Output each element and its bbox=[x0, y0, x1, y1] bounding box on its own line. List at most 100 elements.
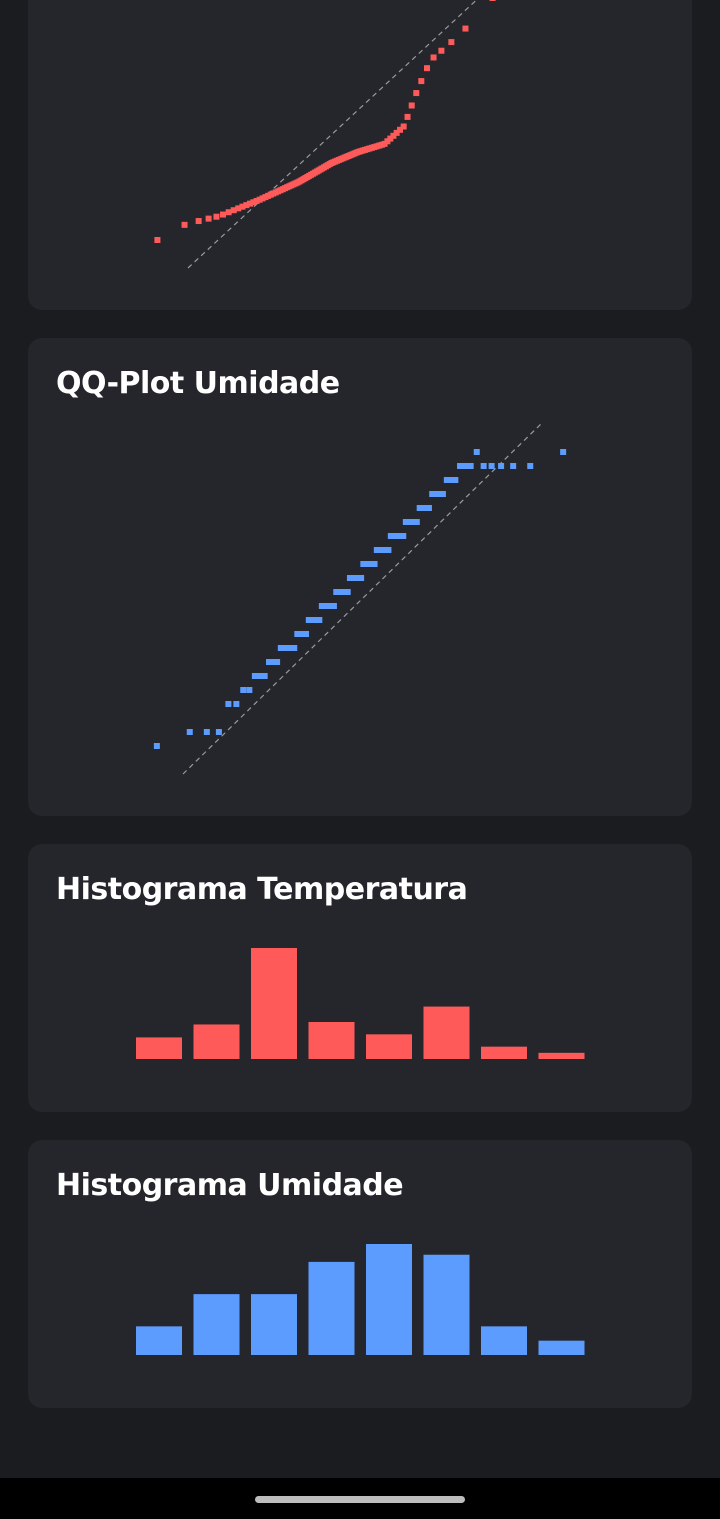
qq-point bbox=[462, 25, 469, 32]
home-indicator-handle[interactable] bbox=[255, 1496, 465, 1503]
histogram-bar bbox=[366, 1034, 412, 1059]
qq-point bbox=[203, 729, 210, 735]
qq-point bbox=[181, 221, 188, 228]
histogram-bar bbox=[423, 1254, 470, 1355]
qq-point bbox=[233, 701, 240, 707]
qq-point bbox=[330, 603, 337, 609]
qq-point bbox=[246, 687, 253, 693]
qq-point bbox=[195, 218, 202, 225]
qq-point bbox=[397, 126, 404, 133]
system-navigation-bar bbox=[0, 1478, 720, 1519]
qq-point bbox=[425, 505, 432, 511]
qq-point bbox=[215, 729, 222, 735]
qq-point bbox=[303, 631, 310, 637]
qq-point bbox=[240, 687, 247, 693]
qq-point bbox=[510, 463, 517, 469]
qq-plot-temperatura-chart bbox=[154, 0, 496, 269]
histogram-bar bbox=[251, 1294, 297, 1355]
qq-point bbox=[250, 199, 257, 206]
histograma-temperatura-chart bbox=[136, 948, 585, 1059]
qq-point bbox=[489, 0, 496, 1]
qq-point bbox=[452, 477, 459, 483]
qq-point bbox=[154, 237, 161, 243]
qq-point bbox=[251, 673, 258, 679]
qq-point bbox=[261, 673, 268, 679]
histograma-umidade-chart bbox=[136, 1244, 585, 1355]
card-title: QQ-Plot Umidade bbox=[56, 366, 340, 401]
histogram-bar bbox=[538, 1052, 585, 1059]
qq-point bbox=[443, 477, 450, 483]
histogram-bar bbox=[481, 1326, 527, 1355]
qq-point bbox=[270, 659, 277, 665]
reference-line bbox=[182, 421, 544, 775]
qq-point bbox=[153, 743, 160, 749]
qq-point bbox=[256, 673, 263, 679]
qq-point bbox=[430, 54, 437, 61]
qq-point bbox=[281, 645, 288, 651]
qq-point bbox=[344, 589, 351, 595]
qq-point bbox=[186, 729, 193, 735]
histogram-bar bbox=[136, 1037, 182, 1059]
qq-point bbox=[413, 90, 420, 97]
qq-point bbox=[393, 129, 400, 136]
qq-point bbox=[448, 39, 455, 46]
qq-point bbox=[473, 449, 480, 455]
qq-point bbox=[447, 477, 454, 483]
histogram-bar bbox=[193, 1024, 240, 1059]
qq-point bbox=[274, 659, 281, 665]
qq-point bbox=[404, 113, 411, 120]
qq-point bbox=[213, 213, 220, 220]
qq-point bbox=[219, 211, 226, 218]
qq-point bbox=[246, 200, 253, 207]
card-title: Histograma Temperatura bbox=[56, 872, 468, 907]
qq-point bbox=[422, 505, 429, 511]
qq-point bbox=[429, 491, 436, 497]
qq-point bbox=[432, 491, 439, 497]
qq-point bbox=[291, 645, 298, 651]
qq-point bbox=[413, 519, 420, 525]
histogram-bar bbox=[538, 1340, 585, 1355]
qq-point bbox=[439, 491, 446, 497]
qq-point bbox=[316, 617, 323, 623]
qq-point bbox=[371, 561, 378, 567]
qq-point bbox=[419, 505, 426, 511]
qq-point bbox=[400, 123, 407, 130]
reference-line bbox=[187, 0, 478, 269]
qq-point bbox=[266, 659, 273, 665]
qq-point bbox=[390, 132, 397, 139]
qq-point bbox=[424, 65, 431, 72]
qq-point bbox=[358, 575, 365, 581]
qq-point bbox=[225, 701, 232, 707]
qq-point bbox=[498, 463, 505, 469]
histogram-bar bbox=[308, 1261, 355, 1355]
qq-point bbox=[400, 533, 407, 539]
qq-point bbox=[436, 491, 443, 497]
qq-point bbox=[385, 547, 392, 553]
qq-point bbox=[457, 463, 464, 469]
qq-point bbox=[253, 197, 260, 204]
histogram-bar bbox=[366, 1244, 412, 1355]
qq-point bbox=[284, 645, 291, 651]
histogram-bar bbox=[193, 1294, 240, 1355]
qq-point bbox=[230, 207, 237, 214]
qq-point bbox=[467, 463, 474, 469]
qq-point bbox=[288, 645, 295, 651]
histograma-umidade-card: Histograma Umidade bbox=[28, 1140, 692, 1408]
qq-point bbox=[243, 202, 250, 209]
qq-point bbox=[438, 47, 445, 54]
qq-point bbox=[239, 203, 246, 210]
qq-point bbox=[560, 449, 567, 455]
qq-point bbox=[225, 209, 232, 216]
qq-point bbox=[488, 463, 495, 469]
histograma-temperatura-card: Histograma Temperatura bbox=[28, 844, 692, 1112]
histogram-bar bbox=[481, 1046, 527, 1059]
histogram-bar bbox=[251, 948, 297, 1059]
histogram-bar bbox=[308, 1022, 355, 1059]
qq-point bbox=[527, 463, 534, 469]
qq-plot-umidade-chart bbox=[153, 421, 567, 775]
qq-point bbox=[408, 102, 415, 109]
qq-point bbox=[235, 205, 242, 212]
qq-plot-temperatura-card bbox=[28, 0, 692, 310]
histogram-bar bbox=[423, 1006, 470, 1059]
qq-point bbox=[277, 645, 284, 651]
